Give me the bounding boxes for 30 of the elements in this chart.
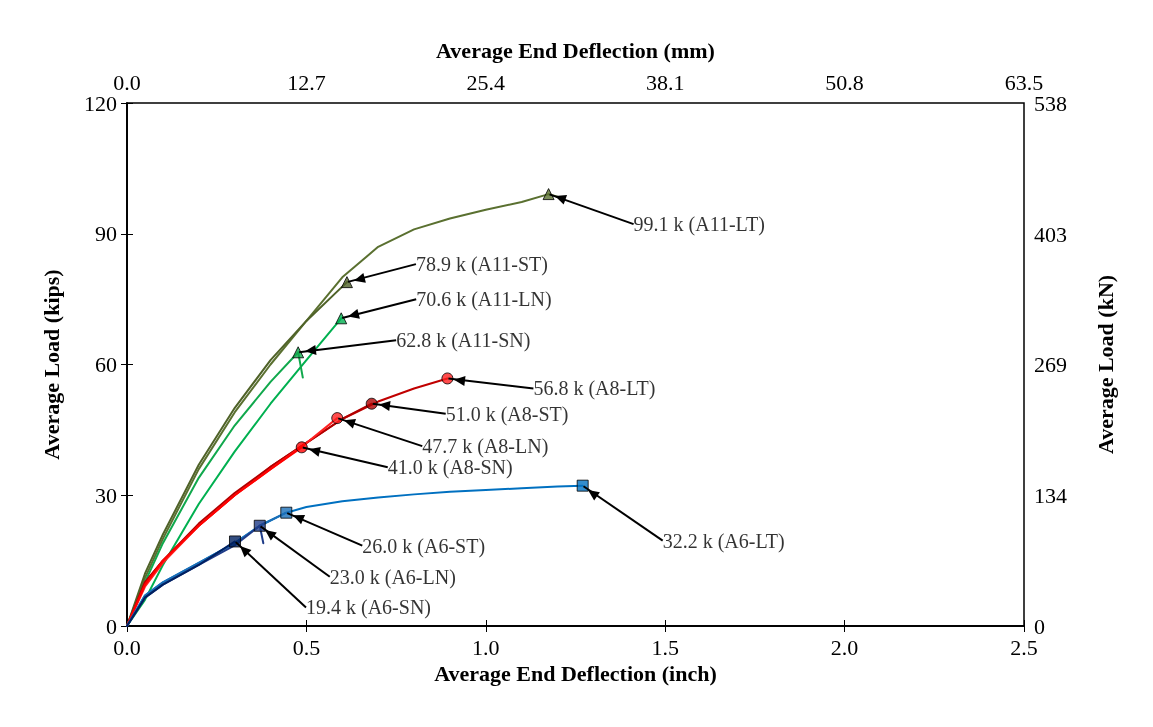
annotation: 51.0 k (A8-ST) — [445, 402, 569, 426]
annotation: 19.4 k (A6-SN) — [306, 596, 431, 620]
x-tick-label: 2.0 — [830, 634, 859, 660]
x2-axis-title: Average End Deflection (mm) — [436, 37, 715, 63]
annotation: 47.7 k (A8-LN) — [422, 435, 549, 459]
x2-tick-label: 50.8 — [825, 69, 864, 95]
y2-axis-title: Average Load (kN) — [1092, 274, 1118, 455]
annotation: 78.9 k (A11-ST) — [415, 253, 548, 277]
x-axis-title: Average End Deflection (inch) — [434, 661, 717, 687]
x-tick-label: 1.5 — [651, 634, 679, 660]
y2-tick-label: 269 — [1034, 352, 1067, 377]
y-axis-title: Average Load (kips) — [38, 269, 64, 460]
annotation: 23.0 k (A6-LN) — [329, 565, 456, 589]
annotation: 62.8 k (A11-SN) — [396, 329, 531, 353]
annotation: 32.2 k (A6-LT) — [662, 529, 785, 553]
y-tick-label: 90 — [95, 221, 117, 247]
annotation: 70.6 k (A11-LN) — [416, 288, 552, 312]
annotation: 26.0 k (A6-ST) — [362, 534, 486, 558]
x-tick-label: 1.0 — [472, 634, 500, 660]
x2-tick-label: 25.4 — [466, 69, 506, 95]
annotation: 41.0 k (A8-SN) — [387, 456, 513, 480]
x2-tick-label: 12.7 — [287, 69, 326, 95]
x2-tick-label: 38.1 — [645, 69, 685, 95]
annotation: 56.8 k (A8-LT) — [533, 377, 656, 401]
y-tick-label: 30 — [95, 482, 117, 508]
y-tick-label: 60 — [95, 352, 117, 377]
y2-tick-label: 403 — [1034, 221, 1067, 247]
x-tick-label: 0.5 — [292, 634, 321, 660]
annotation: 99.1 k (A11-LT) — [633, 213, 765, 237]
y2-tick-label: 134 — [1034, 483, 1067, 509]
